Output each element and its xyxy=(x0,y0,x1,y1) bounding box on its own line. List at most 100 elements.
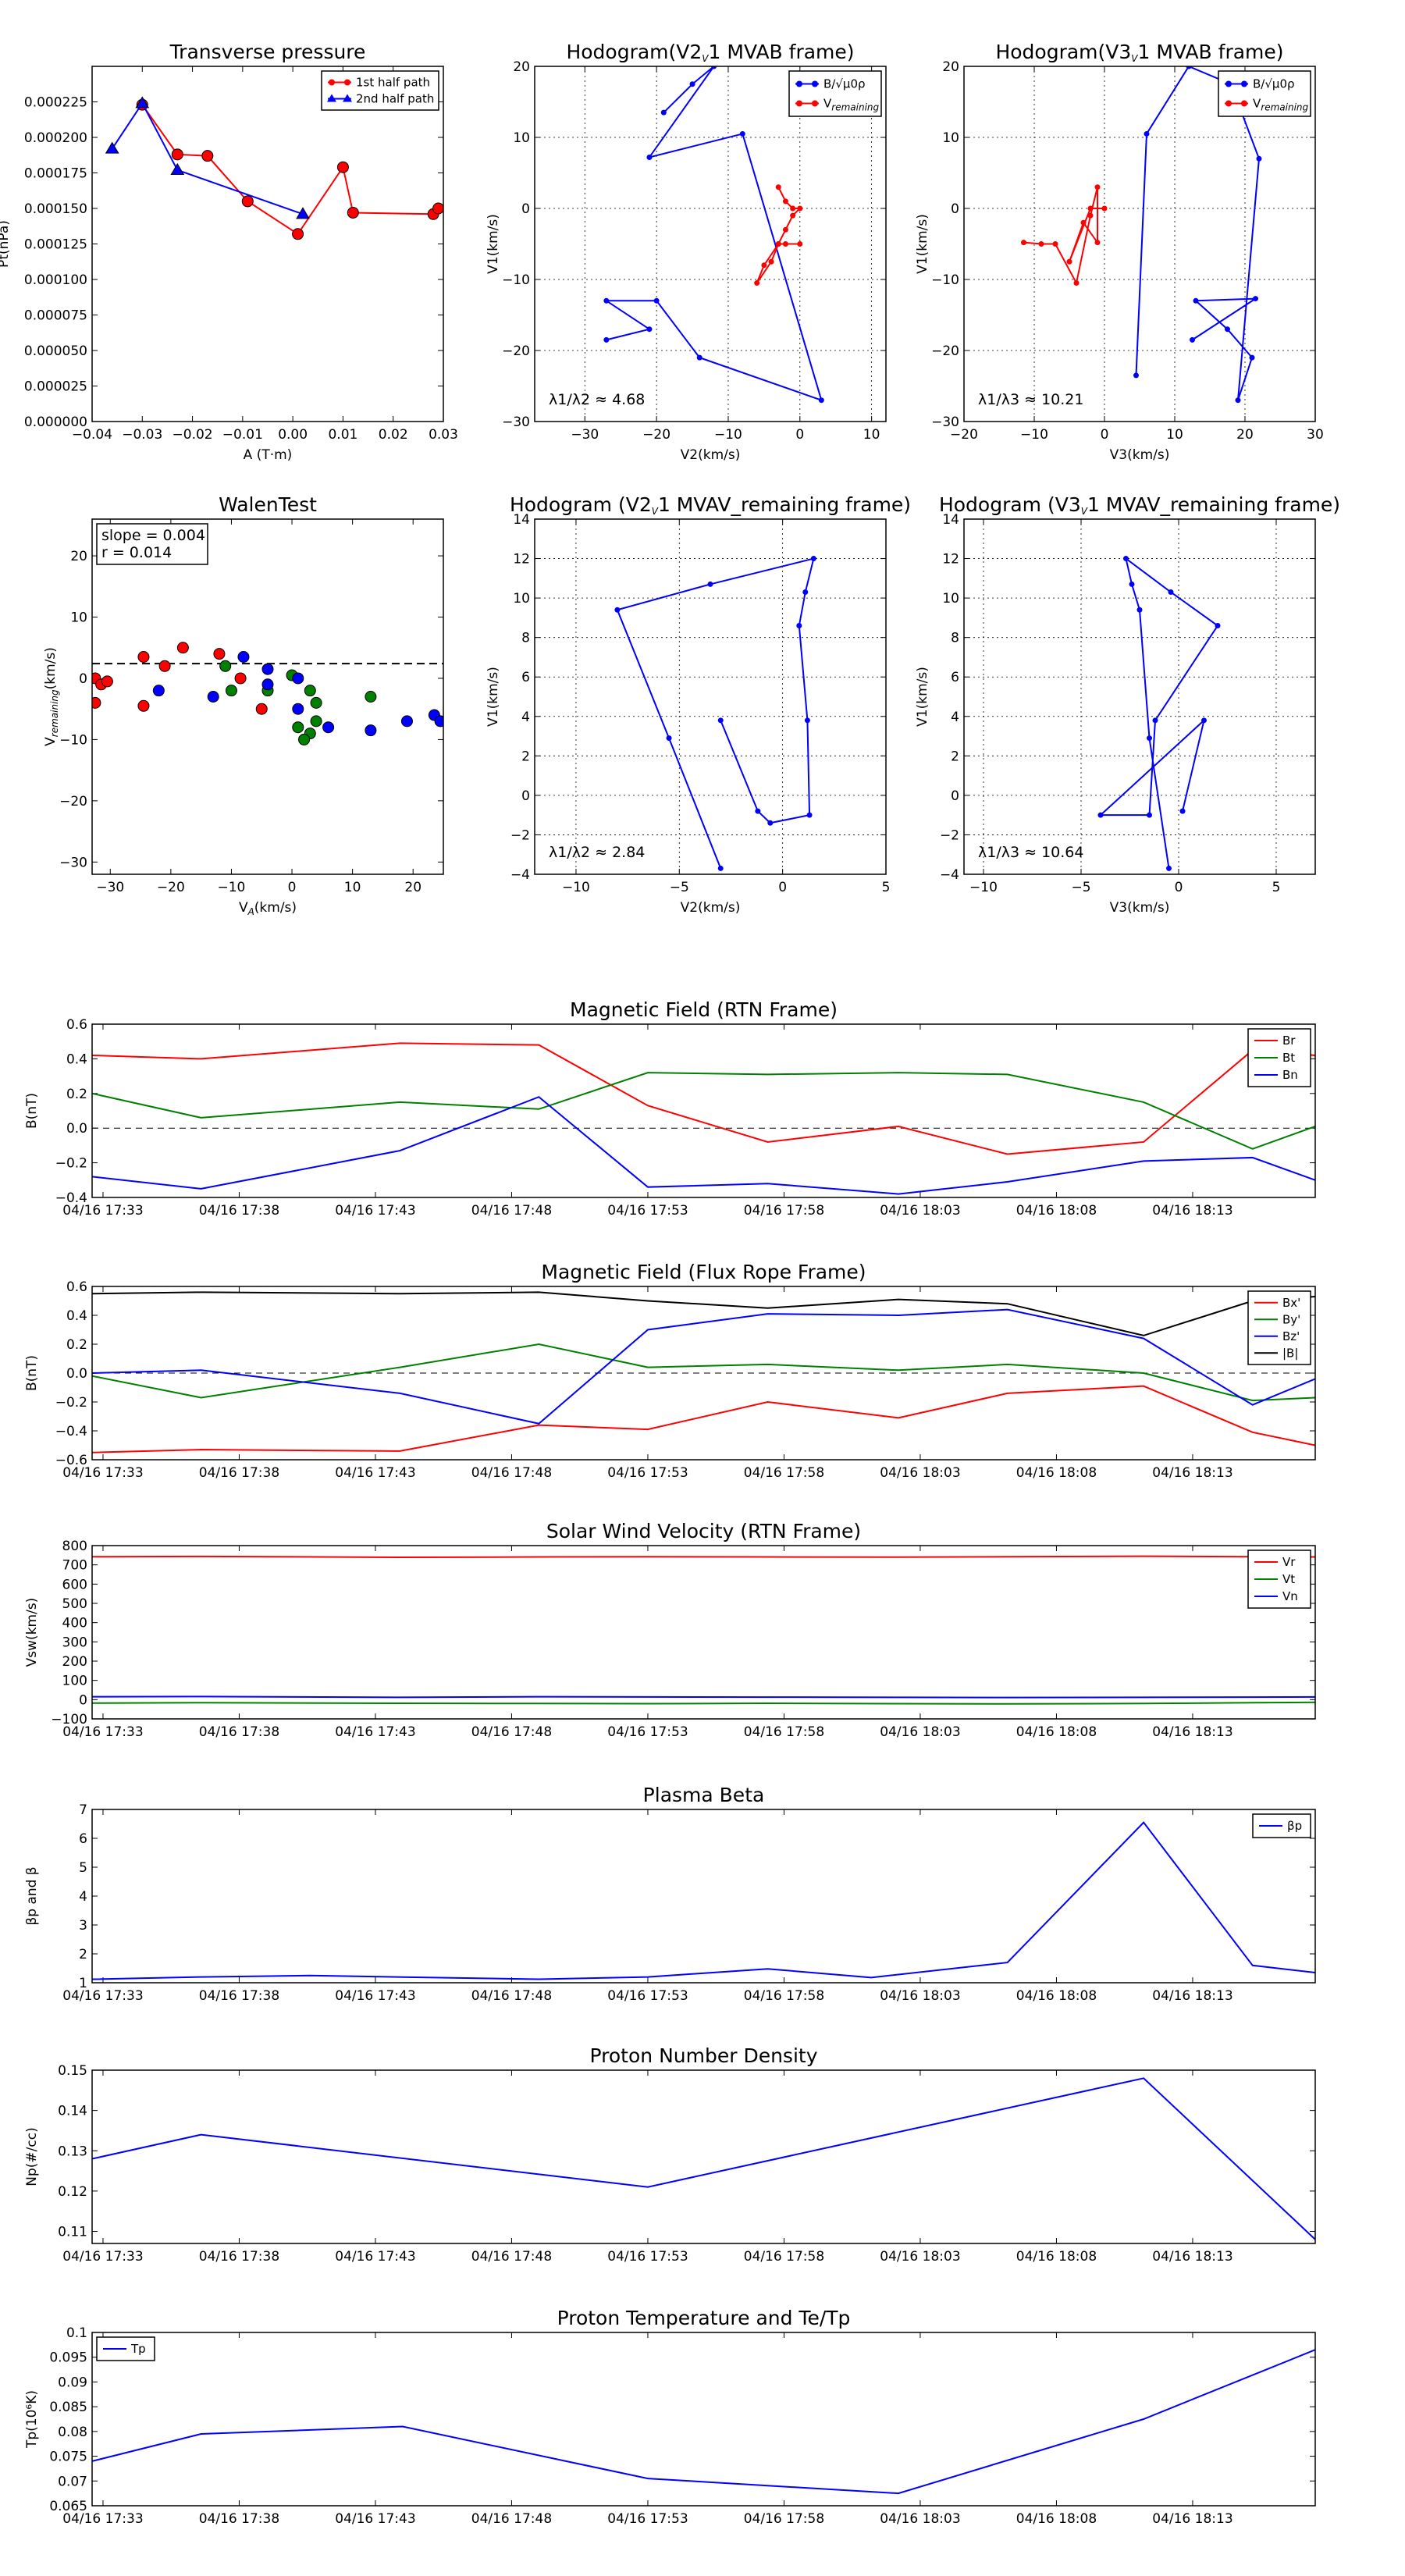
x-tick-label: −0.01 xyxy=(222,427,263,443)
axes-frame xyxy=(534,66,887,422)
y-tick-label: 14 xyxy=(942,512,959,528)
data-point xyxy=(310,696,322,709)
data-point xyxy=(1133,372,1139,379)
x-tick-label: 04/16 18:13 xyxy=(1152,1203,1232,1219)
x-tick-label: 5 xyxy=(882,880,891,895)
y-tick-label: 20 xyxy=(70,549,87,564)
eigenvalue-ratio: λ1/λ3 ≈ 10.64 xyxy=(978,844,1083,861)
legend-label: Bn xyxy=(1282,1068,1298,1082)
legend-box xyxy=(321,70,439,111)
y-axis-label: Vremaining(km/s) xyxy=(43,647,60,746)
plot-area xyxy=(1021,66,1262,404)
data-point xyxy=(1147,735,1152,742)
x-tick-label: 20 xyxy=(404,880,422,895)
x-tick-label: 04/16 17:38 xyxy=(199,1465,279,1481)
y-tick-label: 400 xyxy=(62,1616,87,1631)
data-point xyxy=(1094,240,1101,246)
x-tick-label: 0 xyxy=(288,880,297,895)
y-axis-label: B(nT) xyxy=(24,1093,40,1129)
y-tick-label: 800 xyxy=(62,1539,87,1554)
data-point xyxy=(782,198,788,205)
y-tick-label: −0.4 xyxy=(55,1190,87,1206)
magnetic-field-flux-rope-chart: Magnetic Field (Flux Rope Frame) 04/16 17… xyxy=(24,1261,1316,1481)
hodogram-v2-v1-mvab-chart: Hodogram(V2V1 MVAB frame) −30 −20 −10 0 10 −30… xyxy=(486,41,887,463)
data-point xyxy=(347,206,359,219)
x-tick-label: 04/16 17:58 xyxy=(744,1465,824,1481)
data-point xyxy=(1190,336,1195,343)
y-tick-label: 4 xyxy=(521,710,530,725)
x-tick-label: 20 xyxy=(1236,427,1254,443)
data-point xyxy=(225,685,237,697)
legend-label: By' xyxy=(1282,1312,1300,1326)
data-point xyxy=(400,715,413,728)
y-tick-label: 0.0 xyxy=(66,1121,87,1137)
x-tick-label: 04/16 17:58 xyxy=(744,1203,824,1219)
data-point xyxy=(1080,219,1087,226)
data-point xyxy=(292,703,304,715)
y-tick-label: 6 xyxy=(951,670,959,685)
legend-label: Vremaining xyxy=(1253,97,1309,113)
x-tick-label: 0.00 xyxy=(278,427,308,443)
data-point xyxy=(1073,280,1080,286)
legend-label: Br xyxy=(1282,1034,1296,1048)
x-tick-label: 04/16 17:48 xyxy=(471,2511,552,2527)
legend: 1st half path 2nd half path xyxy=(321,70,439,111)
y-tick-label: 12 xyxy=(513,552,530,568)
data-point xyxy=(1129,581,1135,587)
data-point xyxy=(365,724,377,737)
legend-marker xyxy=(812,100,818,107)
chart-title: Hodogram(V2V1 MVAB frame) xyxy=(566,41,854,64)
y-tick-label: 10 xyxy=(942,591,959,607)
magnetic-field-rtn-chart: Magnetic Field (RTN Frame) 04/16 17:33 04/… xyxy=(24,998,1316,1219)
legend-marker xyxy=(327,94,336,102)
y-tick-label: 300 xyxy=(62,1635,87,1650)
y-axis-label: V1(km/s) xyxy=(486,214,501,274)
series-line-bn xyxy=(92,1096,1315,1195)
legend-marker xyxy=(1241,80,1247,87)
series-line-vt xyxy=(92,1701,1315,1705)
x-tick-label: 0.03 xyxy=(429,427,458,443)
data-point xyxy=(717,717,724,724)
hodogram-v3-v1-mvav-chart: Hodogram (V3V1 MVAV_remaining frame)−10−… xyxy=(915,493,1340,916)
x-tick-label: 0 xyxy=(795,427,804,443)
data-point xyxy=(304,685,316,697)
series-line-br xyxy=(92,1042,1315,1155)
y-tick-label: −20 xyxy=(59,794,87,809)
legend-label: Vremaining xyxy=(823,97,880,113)
y-tick-label: 100 xyxy=(62,1674,87,1689)
y-tick-label: 12 xyxy=(942,552,959,568)
y-tick-label: −0.4 xyxy=(55,1424,87,1439)
data-point xyxy=(1253,296,1258,302)
hodogram-v3-v1-mvab-chart: Hodogram(V3V1 MVAB frame) −20 −10 0 10 20 30 −3… xyxy=(915,41,1324,463)
x-tick-label: 04/16 17:48 xyxy=(471,1465,552,1481)
legend-marker xyxy=(1241,100,1247,107)
y-tick-label: 200 xyxy=(62,1654,87,1670)
data-point xyxy=(336,161,349,173)
legend-box xyxy=(1218,70,1311,117)
y-axis-label: V1(km/s) xyxy=(915,667,930,727)
x-tick-label: −0.04 xyxy=(72,427,112,443)
x-tick-label: 04/16 17:43 xyxy=(335,2249,415,2265)
plot-area xyxy=(92,1291,1315,1453)
data-point xyxy=(219,660,232,672)
y-tick-label: 0.11 xyxy=(58,2225,87,2240)
y-axis-label: Tp(10⁶K) xyxy=(24,2390,40,2449)
y-tick-label: 8 xyxy=(521,631,530,646)
chart-title: Proton Temperature and Te/Tp xyxy=(557,2307,851,2329)
legend: βp xyxy=(1252,1813,1311,1838)
x-tick-label: 04/16 17:33 xyxy=(62,1988,143,2004)
x-tick-label: 04/16 17:58 xyxy=(744,1988,824,2004)
y-tick-label: 4 xyxy=(79,1889,87,1905)
x-tick-label: 04/16 18:03 xyxy=(880,1465,960,1481)
y-tick-label: 0 xyxy=(521,201,530,217)
x-tick-label: 04/16 17:53 xyxy=(607,1988,688,2004)
data-point xyxy=(237,651,250,664)
y-axis-label: B(nT) xyxy=(24,1355,40,1391)
legend-label: Vr xyxy=(1282,1555,1296,1569)
plot-area xyxy=(92,1555,1315,1705)
x-tick-label: −20 xyxy=(642,427,670,443)
y-tick-label: 6 xyxy=(79,1831,87,1847)
legend-label: Tp xyxy=(130,2342,146,2356)
y-tick-label: 0.000200 xyxy=(24,130,87,146)
y-tick-label: 0 xyxy=(951,201,959,217)
